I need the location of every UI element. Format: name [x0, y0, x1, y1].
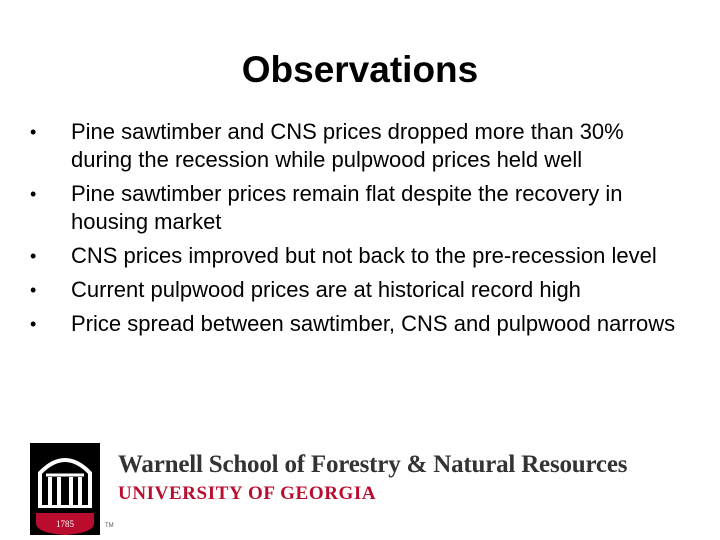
bullet-text: Pine sawtimber prices remain flat despit… [71, 181, 623, 234]
bullet-icon: • [30, 122, 37, 142]
school-name: Warnell School of Forestry & Natural Res… [118, 451, 628, 478]
bullet-item: • Current pulpwood prices are at histori… [30, 276, 690, 304]
bullet-text: Pine sawtimber and CNS prices dropped mo… [71, 119, 624, 172]
slide-title: Observations [241, 49, 479, 90]
logo-year: 1785 [56, 519, 75, 529]
university-name: UNIVERSITY OF GEORGIA [118, 483, 377, 504]
bullet-item: • Price spread between sawtimber, CNS an… [30, 310, 690, 338]
footer-branding: 1785 TM Warnell School of Forestry & Nat… [30, 443, 690, 535]
bullet-text: Price spread between sawtimber, CNS and … [71, 311, 676, 336]
bullet-item: • CNS prices improved but not back to th… [30, 242, 690, 270]
bullet-text: Current pulpwood prices are at historica… [71, 277, 581, 302]
bullet-item: • Pine sawtimber prices remain flat desp… [30, 180, 690, 236]
bullet-icon: • [30, 184, 37, 204]
bullet-list: • Pine sawtimber and CNS prices dropped … [30, 118, 690, 344]
bullet-icon: • [30, 280, 37, 300]
bullet-icon: • [30, 314, 37, 334]
bullet-item: • Pine sawtimber and CNS prices dropped … [30, 118, 690, 174]
bullet-icon: • [30, 246, 37, 266]
trademark-mark: TM [105, 523, 114, 529]
uga-arch-logo-icon: 1785 [30, 443, 100, 535]
bullet-text: CNS prices improved but not back to the … [71, 243, 657, 268]
